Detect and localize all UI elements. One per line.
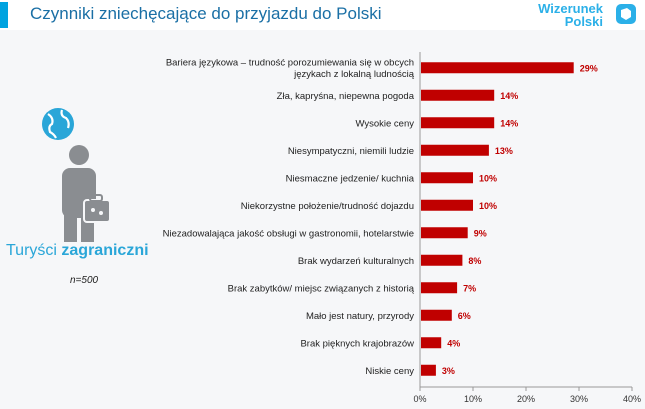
category-label: Brak wydarzeń kulturalnych xyxy=(298,256,414,267)
bar xyxy=(421,62,574,74)
respondent-group-label-bold: zagraniczni xyxy=(61,242,149,259)
title-bar: Czynniki zniechęcające do przyjazdu do P… xyxy=(0,0,645,30)
logo-text-line2: Polski xyxy=(564,14,603,29)
category-label: Niekorzystne położenie/trudność dojazdu xyxy=(241,201,414,212)
brand-logo: Wizerunek Polski xyxy=(538,1,641,29)
category-label: Niskie ceny xyxy=(365,366,414,377)
data-label: 8% xyxy=(468,256,481,266)
bar xyxy=(421,89,495,101)
page-title: Czynniki zniechęcające do przyjazdu do P… xyxy=(30,4,382,23)
x-tick-label: 10% xyxy=(464,394,482,404)
x-tick-label: 30% xyxy=(570,394,588,404)
bar xyxy=(421,254,463,266)
logo-text-line1: Wizerunek xyxy=(538,1,603,16)
title-accent-bar xyxy=(0,2,8,28)
data-label: 7% xyxy=(463,283,476,293)
bar xyxy=(421,172,473,184)
category-label: Niesmaczne jedzenie/ kuchnia xyxy=(286,173,415,184)
x-tick-label: 0% xyxy=(413,394,426,404)
data-label: 6% xyxy=(458,311,471,321)
category-label: Mało jest natury, przyrody xyxy=(306,311,414,322)
bar xyxy=(421,337,442,349)
respondent-group-label: Turyści zagraniczni xyxy=(6,242,149,260)
category-label: Wysokie ceny xyxy=(355,118,414,129)
category-label: Niesympatyczni, niemili ludzie xyxy=(288,146,414,157)
data-label: 10% xyxy=(479,201,497,211)
bar xyxy=(421,364,436,376)
x-tick-label: 20% xyxy=(517,394,535,404)
x-tick-label: 40% xyxy=(623,394,641,404)
category-label: językach z lokalną ludnością xyxy=(293,69,415,80)
bar xyxy=(421,282,458,294)
data-label: 29% xyxy=(580,63,598,73)
bar xyxy=(421,227,468,239)
globe-icon xyxy=(42,108,74,140)
tourist-with-suitcase-icon xyxy=(62,145,111,242)
category-label: Brak pięknych krajobrazów xyxy=(300,338,414,349)
data-label: 14% xyxy=(500,118,518,128)
data-label: 9% xyxy=(474,228,487,238)
category-label: Zła, kapryśna, niepewna pogoda xyxy=(277,91,415,102)
poland-map-icon xyxy=(616,4,636,24)
bar xyxy=(421,117,495,129)
bar xyxy=(421,199,473,211)
category-label: Brak zabytków/ miejsc związanych z histo… xyxy=(228,283,415,294)
bar xyxy=(421,144,489,156)
data-label: 4% xyxy=(447,338,460,348)
data-label: 3% xyxy=(442,366,455,376)
category-label: Niezadowalająca jakość obsługi w gastron… xyxy=(163,228,414,239)
sample-size-label: n=500 xyxy=(70,275,99,286)
respondent-group-label-regular: Turyści xyxy=(6,242,62,259)
tourist-illustration xyxy=(42,108,111,242)
data-label: 10% xyxy=(479,173,497,183)
data-label: 13% xyxy=(495,146,513,156)
data-label: 14% xyxy=(500,91,518,101)
category-label: Bariera językowa – trudność porozumiewan… xyxy=(166,58,414,69)
bar xyxy=(421,309,452,321)
